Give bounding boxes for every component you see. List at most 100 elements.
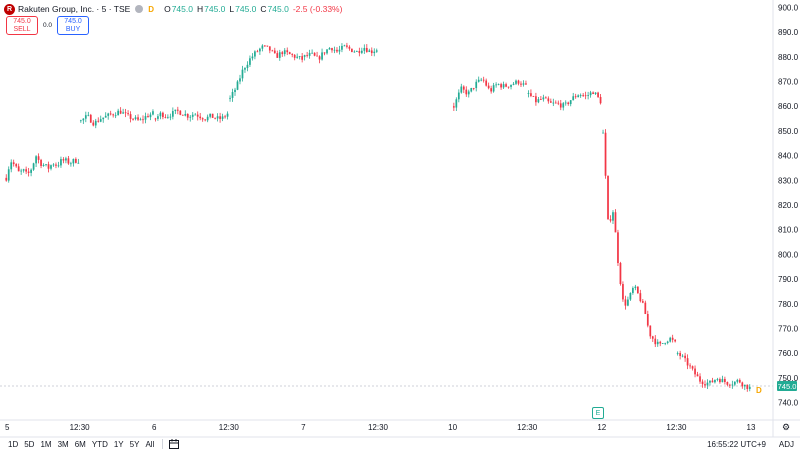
candle-body (535, 96, 537, 103)
range-all[interactable]: All (145, 439, 155, 449)
candle-body (301, 56, 304, 60)
range-1d[interactable]: 1D (8, 439, 19, 449)
candle-body (119, 110, 122, 114)
candle-body (624, 299, 627, 306)
candle-body (229, 97, 231, 99)
candle-body (540, 99, 542, 100)
candle-body (452, 106, 455, 108)
settings-icon[interactable]: ⚙ (782, 422, 791, 432)
candle-body (137, 117, 139, 120)
range-5y[interactable]: 5Y (129, 439, 140, 449)
candle-body (341, 45, 343, 50)
earnings-marker[interactable]: E (592, 407, 604, 419)
sell-label: SELL (13, 25, 31, 33)
candle-body (676, 352, 679, 354)
candle-body (244, 68, 246, 70)
spread-value: 0.0 (43, 22, 53, 29)
candle-body (10, 162, 13, 170)
candle-body (7, 169, 10, 181)
candle-body (495, 84, 497, 86)
candle-body (50, 165, 52, 169)
candle-body (470, 87, 473, 92)
candle-body (55, 164, 57, 166)
y-tick-label: 760.0 (778, 349, 799, 358)
price-axis[interactable]: 740.0 750.0 760.0 770.0 780.0 790.0 800.0 810.0… (778, 3, 799, 407)
candle-body (346, 45, 348, 47)
candle-body (614, 212, 617, 233)
candle-body (219, 116, 221, 119)
candle-body (65, 158, 67, 161)
candle-body (363, 47, 366, 51)
candle-body (79, 120, 82, 122)
toolbar-divider (162, 439, 164, 449)
candle-body (694, 368, 696, 375)
candle-body (574, 96, 577, 98)
candle-body (699, 376, 701, 382)
candle-body (728, 384, 731, 386)
candle-body (20, 170, 23, 172)
buy-label: BUY (65, 25, 81, 33)
range-6m[interactable]: 6M (74, 439, 86, 449)
delayed-data-badge[interactable]: D (148, 4, 155, 14)
candle-body (181, 114, 184, 116)
candle-body (323, 52, 326, 54)
candle-body (462, 86, 465, 90)
sell-button[interactable]: 745.0 SELL (6, 16, 38, 35)
candle-body (492, 85, 495, 92)
candle-body (634, 286, 637, 289)
last-price-tag: 745.0 (777, 381, 797, 391)
y-tick-label: 790.0 (778, 275, 799, 284)
open-value: 745.0 (171, 4, 193, 14)
candle-body (629, 292, 632, 300)
candle-body (686, 358, 689, 366)
range-3m[interactable]: 3M (57, 439, 69, 449)
candle-body (318, 56, 321, 60)
clock-timezone[interactable]: 16:55:22 UTC+9 (707, 439, 766, 449)
candle-body (311, 52, 313, 54)
candle-body (701, 381, 704, 385)
candle-body (194, 114, 197, 116)
symbol-legend[interactable]: R Rakuten Group, Inc. · 5 · TSE D O 745.0… (4, 2, 342, 16)
range-1m[interactable]: 1M (40, 439, 52, 449)
candle-body (530, 93, 532, 96)
candle-body (520, 83, 522, 85)
candle-body (351, 48, 353, 52)
high-value: 745.0 (204, 4, 226, 14)
candle-body (664, 342, 667, 344)
candle-body (254, 51, 256, 57)
range-5d[interactable]: 5D (24, 439, 35, 449)
symbol-title[interactable]: Rakuten Group, Inc. · 5 · TSE (18, 4, 131, 14)
y-tick-label: 810.0 (778, 226, 799, 235)
candle-body (184, 113, 187, 116)
candle-body (597, 92, 599, 97)
candle-body (607, 175, 609, 220)
candle-body (259, 48, 261, 52)
dividend-marker[interactable]: D (756, 386, 762, 395)
range-1y[interactable]: 1Y (113, 439, 124, 449)
adjust-toggle[interactable]: ADJ (778, 439, 794, 449)
x-tick-label: 10 (448, 423, 457, 432)
candle-body (582, 95, 585, 96)
candle-body (40, 159, 42, 166)
calendar-icon[interactable] (169, 439, 180, 449)
candle-body (37, 156, 40, 160)
candle-body (719, 379, 721, 383)
candle-body (358, 51, 361, 53)
candle-body (211, 113, 214, 118)
time-axis[interactable]: 5 12:30 6 12:30 7 12:30 10 12:30 12 12:30 13 (5, 423, 756, 432)
low-label: L (229, 4, 235, 14)
candle-body (485, 80, 488, 86)
candle-body (139, 119, 142, 121)
candle-body (94, 120, 97, 126)
candle-body (77, 162, 80, 164)
candle-body (348, 46, 351, 49)
market-status-icon[interactable] (135, 5, 144, 13)
buy-button[interactable]: 745.0 BUY (57, 16, 90, 35)
candle-body (711, 380, 714, 383)
buy-price: 745.0 (64, 17, 82, 25)
candle-body (186, 113, 189, 118)
y-tick-label: 860.0 (778, 102, 799, 111)
range-ytd[interactable]: YTD (91, 439, 108, 449)
candle-body (674, 339, 677, 342)
